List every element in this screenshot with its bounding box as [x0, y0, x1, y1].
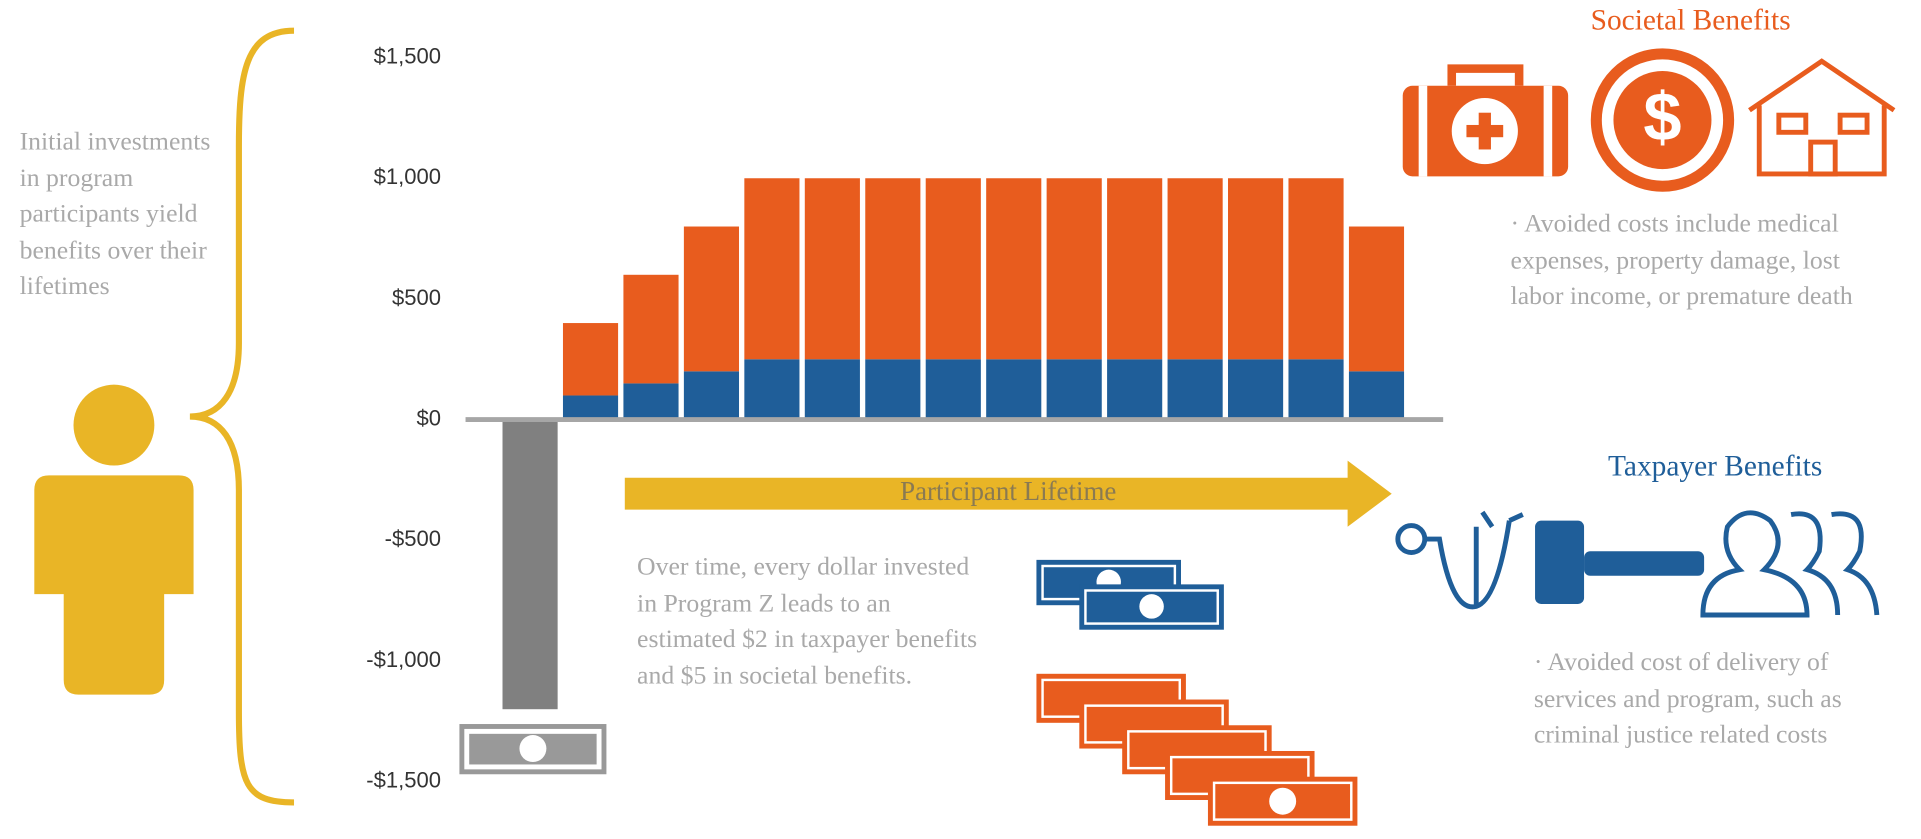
bar — [1288, 178, 1343, 359]
side-note: Initial investments in program participa… — [20, 124, 222, 305]
bar — [865, 359, 920, 419]
y-tick-label: $0 — [417, 405, 442, 430]
bill-gray — [462, 726, 604, 771]
y-tick-label: $500 — [392, 285, 441, 310]
bar — [744, 359, 799, 419]
y-tick-label: $1,000 — [374, 164, 441, 189]
bar — [1168, 359, 1223, 419]
person-head — [74, 385, 155, 466]
bills-blue — [1036, 560, 1223, 630]
note: Over time, every dollar invested in Prog… — [637, 549, 992, 694]
dollar-icon: $ — [1643, 79, 1681, 156]
societal-icons: $ — [1403, 54, 1894, 186]
bar — [503, 420, 558, 710]
y-tick-label: $1,500 — [374, 43, 441, 68]
bar — [623, 383, 678, 419]
bar — [684, 371, 739, 419]
bar — [1228, 178, 1283, 359]
person-body — [34, 475, 193, 694]
bar — [1047, 178, 1102, 359]
bar — [1349, 227, 1404, 372]
panel-title: Taxpayer Benefits — [1531, 451, 1899, 484]
bar — [805, 178, 860, 359]
bar — [623, 275, 678, 384]
panel-title: Societal Benefits — [1507, 5, 1875, 38]
bar — [563, 395, 618, 419]
bar — [1107, 359, 1162, 419]
bar — [986, 178, 1041, 359]
taxpayer-icons — [1398, 512, 1877, 615]
bar — [1168, 178, 1223, 359]
y-tick-label: -$1,000 — [366, 647, 441, 672]
bar — [1349, 371, 1404, 419]
bar — [744, 178, 799, 359]
bar — [805, 359, 860, 419]
bar — [1288, 359, 1343, 419]
bills-orange — [1036, 674, 1357, 826]
bar — [986, 359, 1041, 419]
arrow-label: Participant Lifetime — [625, 475, 1392, 507]
infographic: $ -$1,500-$1,000-$500$0$500$1,000$1,500 … — [0, 0, 1921, 833]
bar — [926, 359, 981, 419]
bar — [1047, 359, 1102, 419]
y-tick-label: -$500 — [385, 526, 441, 551]
y-tick-label: -$1,500 — [366, 767, 441, 792]
bar — [684, 227, 739, 372]
bar — [926, 178, 981, 359]
bar — [563, 323, 618, 395]
panel-text: · Avoided cost of delivery of services a… — [1534, 644, 1902, 752]
bar — [1228, 359, 1283, 419]
panel-text: · Avoided costs include medical expenses… — [1511, 206, 1866, 314]
bar — [865, 178, 920, 359]
bar — [1107, 178, 1162, 359]
